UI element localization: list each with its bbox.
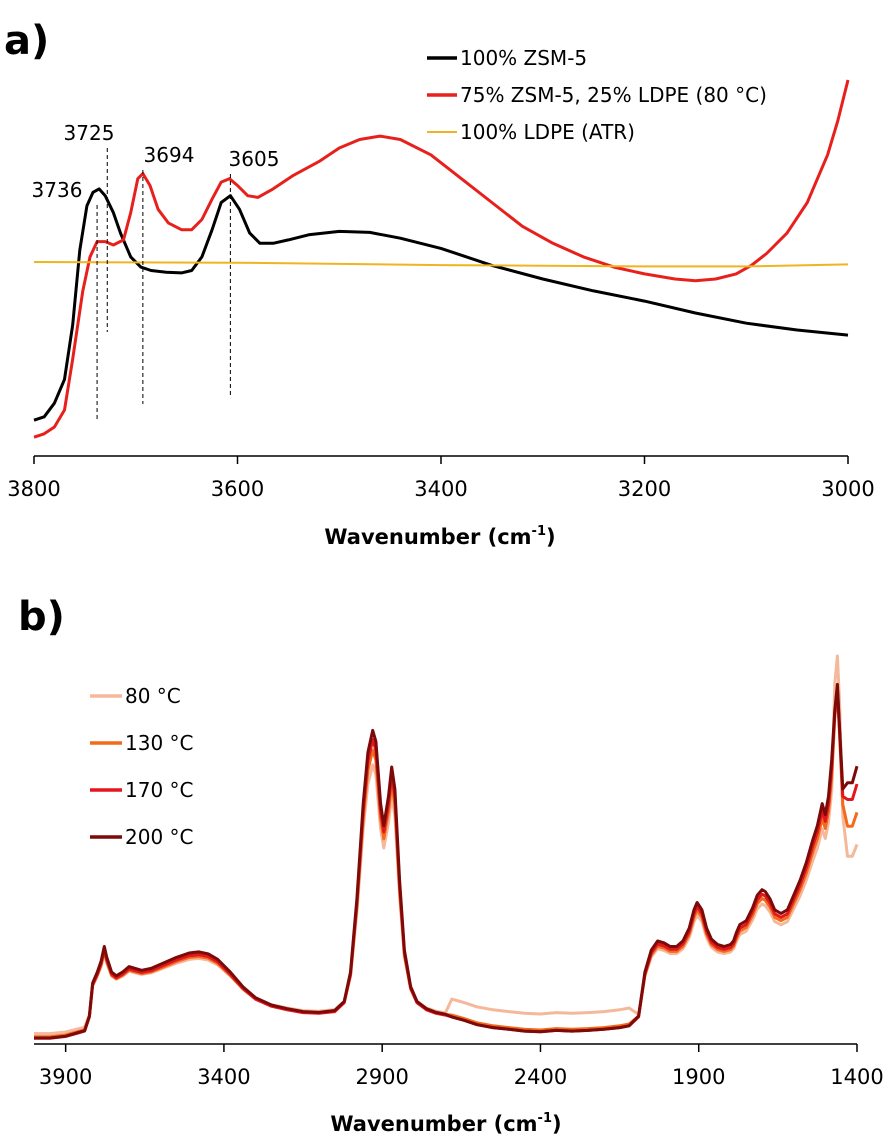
panel-b-x-ticks: 3900 3400 2900 2400 1900 1400 (39, 1044, 884, 1089)
panel-a-series-line-75-zsm-5-25-ldpe-80-c (33, 79, 850, 439)
panel-b-legend-label-200-c: 200 °C (125, 825, 194, 849)
panel-a-tick-label-3400: 3400 (414, 477, 467, 501)
panel-b-legend-label-130-c: 130 °C (125, 731, 194, 755)
panel-a-tick-label-3000: 3000 (821, 477, 874, 501)
panel-b-series-lines (34, 654, 859, 1040)
panel-a-chart: a) 3736 3725 3694 3605 3800 3600 3400 3200 3000… (4, 18, 875, 549)
panel-b-tick-label-2400: 2400 (514, 1065, 567, 1089)
panel-a-x-ticks: 3800 3600 3400 3200 3000 (7, 456, 875, 501)
panel-a-annotation-label-3736: 3736 (32, 178, 83, 202)
panel-a-annotation-label-3694: 3694 (144, 143, 195, 167)
panel-a-peak-annotations: 3736 3725 3694 3605 (32, 121, 280, 420)
panel-a-tick-label-3800: 3800 (7, 477, 60, 501)
panel-b-legend-label-80-c: 80 °C (125, 684, 181, 708)
panel-b-series-line-200-c (34, 682, 859, 1040)
panel-b-tick-label-2900: 2900 (355, 1065, 408, 1089)
panel-a-series-line-100-zsm-5 (33, 187, 849, 422)
panel-b-legend-label-170-c: 170 °C (125, 778, 194, 802)
panel-a-legend-label-100-ldpe-atr: 100% LDPE (ATR) (460, 120, 635, 144)
panel-b-chart: b) 3900 3400 2900 2400 1900 1400 Wavenumber (… (18, 594, 884, 1136)
panel-b-tick-label-1900: 1900 (672, 1065, 725, 1089)
panel-b-letter: b) (18, 594, 65, 640)
panel-a-annotation-label-3605: 3605 (229, 147, 280, 171)
panel-a-x-axis-title: Wavenumber (cm-1) (324, 524, 555, 549)
panel-b-tick-label-3400: 3400 (197, 1065, 250, 1089)
panel-a-series-lines (33, 79, 850, 439)
panel-a-legend: 100% ZSM-5 75% ZSM-5, 25% LDPE (80 °C) 100… (427, 46, 767, 144)
panel-b-tick-label-3900: 3900 (39, 1065, 92, 1089)
panel-a-series-line-100-ldpe-atr (33, 261, 849, 268)
panel-a-annotation-label-3725: 3725 (64, 121, 115, 145)
panel-b-legend: 80 °C 130 °C 170 °C 200 °C (90, 684, 194, 849)
panel-a-tick-label-3600: 3600 (211, 477, 264, 501)
panel-a-letter: a) (4, 18, 49, 64)
panel-a-tick-label-3200: 3200 (618, 477, 671, 501)
panel-a-legend-label-75-zsm-5-25-ldpe-80-c: 75% ZSM-5, 25% LDPE (80 °C) (460, 83, 767, 107)
panel-a-legend-label-100-zsm-5: 100% ZSM-5 (460, 46, 587, 70)
panel-b-x-axis-title: Wavenumber (cm-1) (330, 1111, 561, 1136)
panel-b-tick-label-1400: 1400 (830, 1065, 883, 1089)
